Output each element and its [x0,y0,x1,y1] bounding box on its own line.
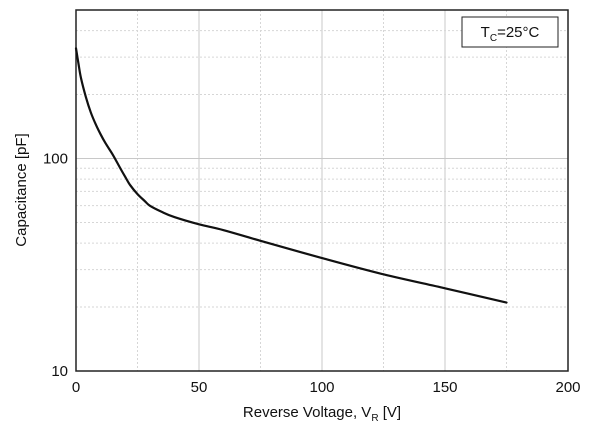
annotation-text: TC=25°C [481,24,540,44]
series-line [74,47,508,304]
grid [76,10,568,371]
x-tick-label: 50 [191,379,208,396]
x-tick-label: 0 [72,379,80,396]
x-axis-label: Reverse Voltage, VR [V] [243,404,401,424]
x-tick-label: 100 [309,379,334,396]
x-tick-label: 200 [555,379,580,396]
y-tick-label: 100 [43,151,68,168]
x-tick-label: 150 [432,379,457,396]
annotation-box [461,16,559,48]
plot-frame [75,9,569,372]
y-axis-label: Capacitance [pF] [13,133,30,246]
tick-labels: 0 50 100 150 200 10 100 [43,151,581,396]
y-tick-label: 10 [51,363,68,380]
temperature-annotation: TC=25°C [461,16,559,48]
